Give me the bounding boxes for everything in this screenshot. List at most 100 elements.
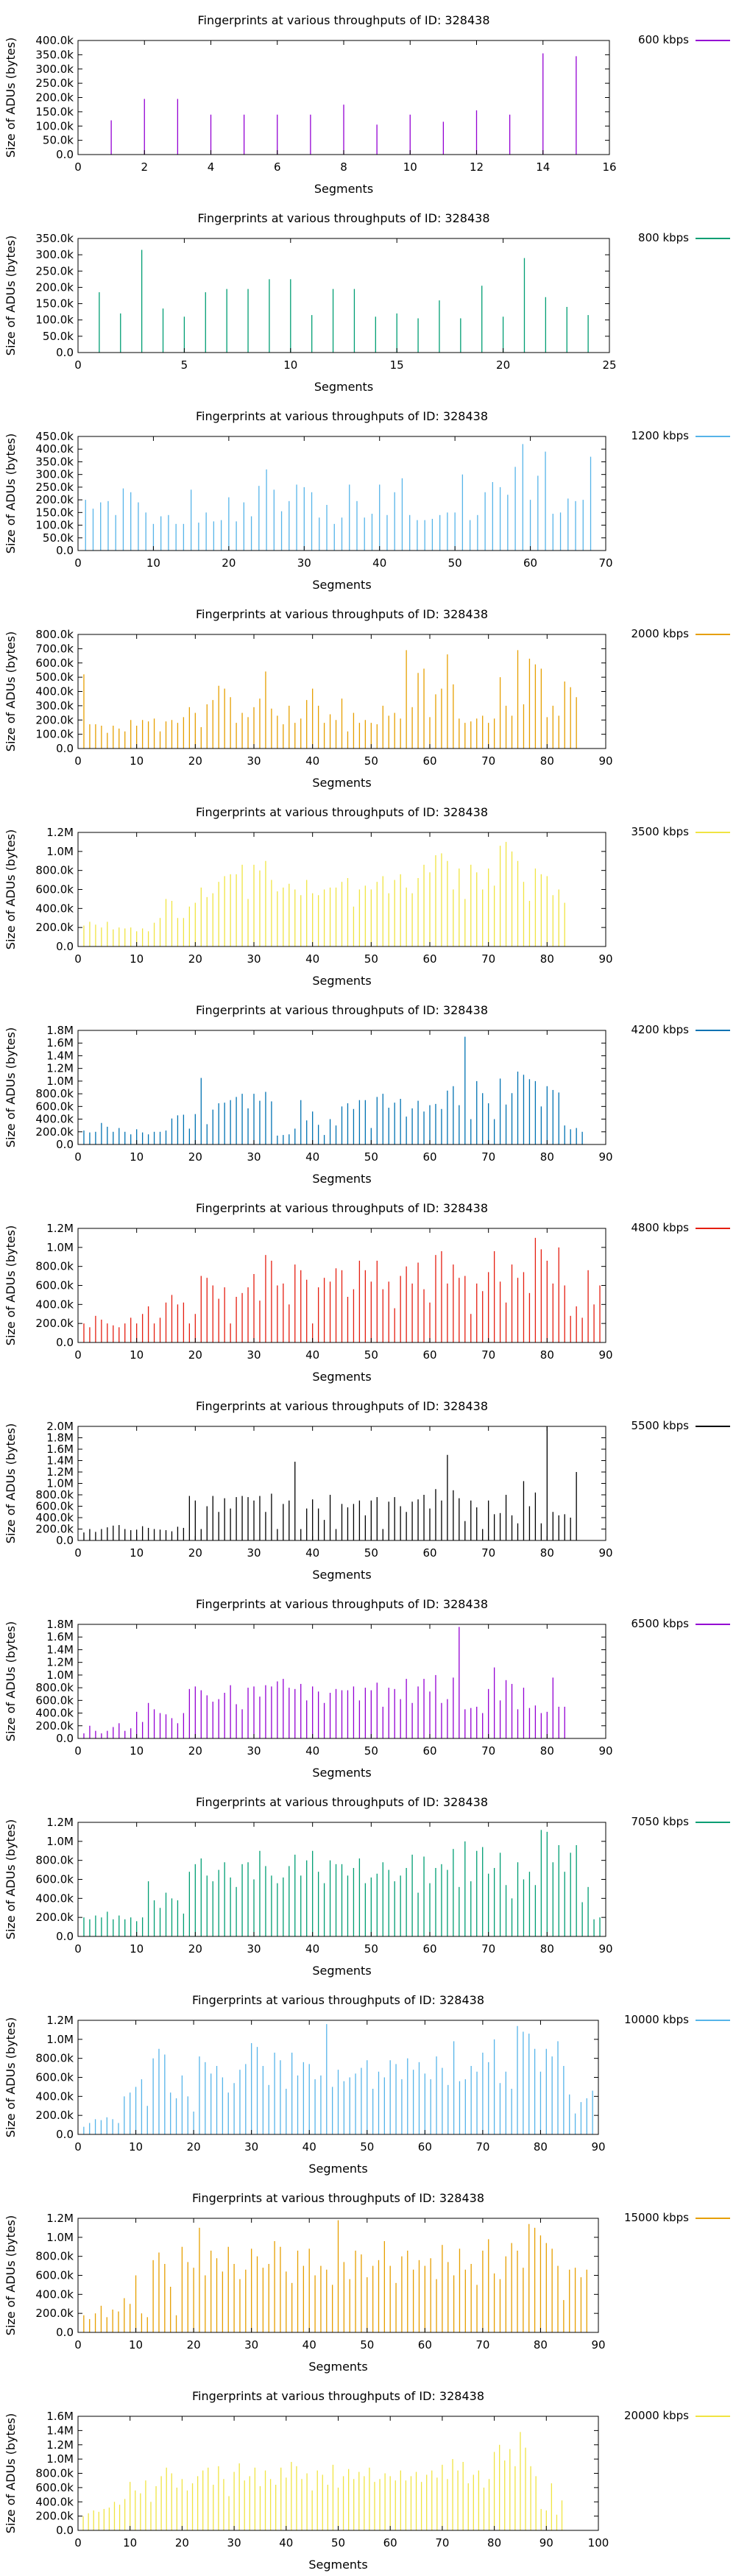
x-tick-label: 0 [74, 1348, 82, 1362]
chart-title: Fingerprints at various throughputs of I… [192, 2389, 484, 2403]
y-tick-label: 600.0k [35, 1500, 74, 1513]
x-tick-label: 80 [540, 1348, 554, 1362]
y-tick-label: 1.0M [46, 1241, 74, 1254]
x-tick-label: 50 [364, 754, 378, 768]
y-tick-label: 600.0k [35, 1100, 74, 1113]
x-axis-label: Segments [308, 2360, 367, 2374]
x-tick-label: 10 [123, 2536, 137, 2550]
x-tick-label: 14 [536, 160, 550, 174]
y-tick-label: 200.0k [35, 2510, 74, 2523]
y-axis-label: Size of ADUs (bytes) [4, 1621, 18, 1741]
y-tick-label: 150.0k [35, 506, 74, 519]
x-tick-label: 90 [598, 1348, 612, 1362]
y-tick-label: 800.0k [35, 2250, 74, 2263]
y-tick-label: 200.0k [35, 280, 74, 294]
y-tick-label: 600.0k [35, 2269, 74, 2282]
x-tick-label: 50 [360, 2140, 374, 2154]
x-tick-label: 20 [188, 1150, 202, 1164]
x-tick-label: 90 [598, 1942, 612, 1956]
chart-panel: Fingerprints at various throughputs of I… [4, 409, 730, 592]
y-tick-label: 0.0 [56, 1534, 74, 1547]
x-tick-label: 10 [130, 952, 144, 966]
y-tick-label: 0.0 [56, 2524, 74, 2537]
y-tick-label: 1.0M [46, 2452, 74, 2466]
y-tick-label: 400.0k [35, 1892, 74, 1905]
x-tick-label: 30 [244, 2338, 258, 2352]
y-tick-label: 1.6M [46, 1630, 74, 1643]
y-axis-label: Size of ADUs (bytes) [4, 236, 18, 355]
x-tick-label: 4 [208, 160, 215, 174]
y-tick-label: 200.0k [35, 1317, 74, 1330]
x-tick-label: 40 [372, 556, 386, 570]
x-tick-label: 50 [364, 952, 378, 966]
x-axis-label: Segments [312, 1172, 371, 1186]
x-tick-label: 80 [487, 2536, 501, 2550]
y-tick-label: 600.0k [35, 1873, 74, 1886]
x-axis-label: Segments [312, 1370, 371, 1384]
y-tick-label: 1.6M [46, 1443, 74, 1456]
x-tick-label: 6 [274, 160, 281, 174]
y-tick-label: 150.0k [35, 105, 74, 118]
x-tick-label: 60 [422, 1744, 436, 1758]
x-tick-label: 70 [435, 2536, 449, 2550]
y-axis-label: Size of ADUs (bytes) [4, 434, 18, 553]
x-tick-label: 70 [598, 556, 612, 570]
x-tick-label: 80 [540, 1150, 554, 1164]
x-tick-label: 40 [302, 2140, 316, 2154]
y-tick-label: 200.0k [35, 1125, 74, 1139]
chart-panel: Fingerprints at various throughputs of I… [4, 1993, 730, 2176]
y-tick-label: 400.0k [35, 442, 74, 456]
x-tick-label: 60 [422, 952, 436, 966]
x-tick-label: 80 [534, 2338, 548, 2352]
y-tick-label: 500.0k [35, 670, 74, 684]
x-tick-label: 2 [141, 160, 148, 174]
y-tick-label: 1.0M [46, 845, 74, 858]
x-axis-label: Segments [314, 182, 373, 196]
y-tick-label: 800.0k [35, 1854, 74, 1867]
chart-panel: Fingerprints at various throughputs of I… [4, 2389, 730, 2572]
chart-panel: Fingerprints at various throughputs of I… [4, 1003, 730, 1186]
y-tick-label: 800.0k [35, 628, 74, 641]
x-tick-label: 0 [74, 160, 82, 174]
x-tick-label: 70 [481, 754, 495, 768]
y-tick-label: 1.2M [46, 1465, 74, 1479]
y-tick-label: 400.0k [35, 1298, 74, 1311]
x-tick-label: 20 [188, 754, 202, 768]
y-tick-label: 1.2M [46, 826, 74, 839]
x-tick-label: 50 [364, 1150, 378, 1164]
chart-title: Fingerprints at various throughputs of I… [196, 805, 488, 819]
y-tick-label: 200.0k [35, 921, 74, 934]
chart-panel: Fingerprints at various throughputs of I… [4, 1795, 730, 1978]
chart-title: Fingerprints at various throughputs of I… [196, 1201, 488, 1215]
y-tick-label: 100.0k [35, 519, 74, 532]
legend-label: 3500 kbps [631, 825, 690, 838]
x-tick-label: 0 [74, 1942, 82, 1956]
x-axis-label: Segments [308, 2162, 367, 2176]
y-tick-label: 2.0M [46, 1420, 74, 1433]
x-tick-label: 10 [129, 2140, 143, 2154]
x-tick-label: 90 [539, 2536, 553, 2550]
x-tick-label: 90 [598, 1546, 612, 1560]
x-tick-label: 10 [130, 1150, 144, 1164]
x-tick-label: 30 [247, 1150, 261, 1164]
x-tick-label: 90 [598, 952, 612, 966]
x-axis-label: Segments [312, 776, 371, 790]
x-tick-label: 20 [187, 2338, 201, 2352]
x-tick-label: 60 [418, 2338, 432, 2352]
chart-title: Fingerprints at various throughputs of I… [196, 1399, 488, 1413]
x-tick-label: 10 [403, 160, 417, 174]
y-tick-label: 200.0k [35, 493, 74, 506]
x-tick-label: 40 [305, 1942, 319, 1956]
x-tick-label: 40 [305, 1546, 319, 1560]
y-tick-label: 400.0k [35, 1707, 74, 1720]
x-tick-label: 90 [598, 754, 612, 768]
y-tick-label: 0.0 [56, 1138, 74, 1151]
x-tick-label: 16 [602, 160, 616, 174]
y-tick-label: 1.4M [46, 2424, 74, 2437]
x-tick-label: 60 [422, 1546, 436, 1560]
y-tick-label: 200.0k [35, 1719, 74, 1733]
chart-title: Fingerprints at various throughputs of I… [192, 1993, 484, 2007]
x-tick-label: 15 [390, 358, 404, 372]
x-tick-label: 50 [364, 1942, 378, 1956]
